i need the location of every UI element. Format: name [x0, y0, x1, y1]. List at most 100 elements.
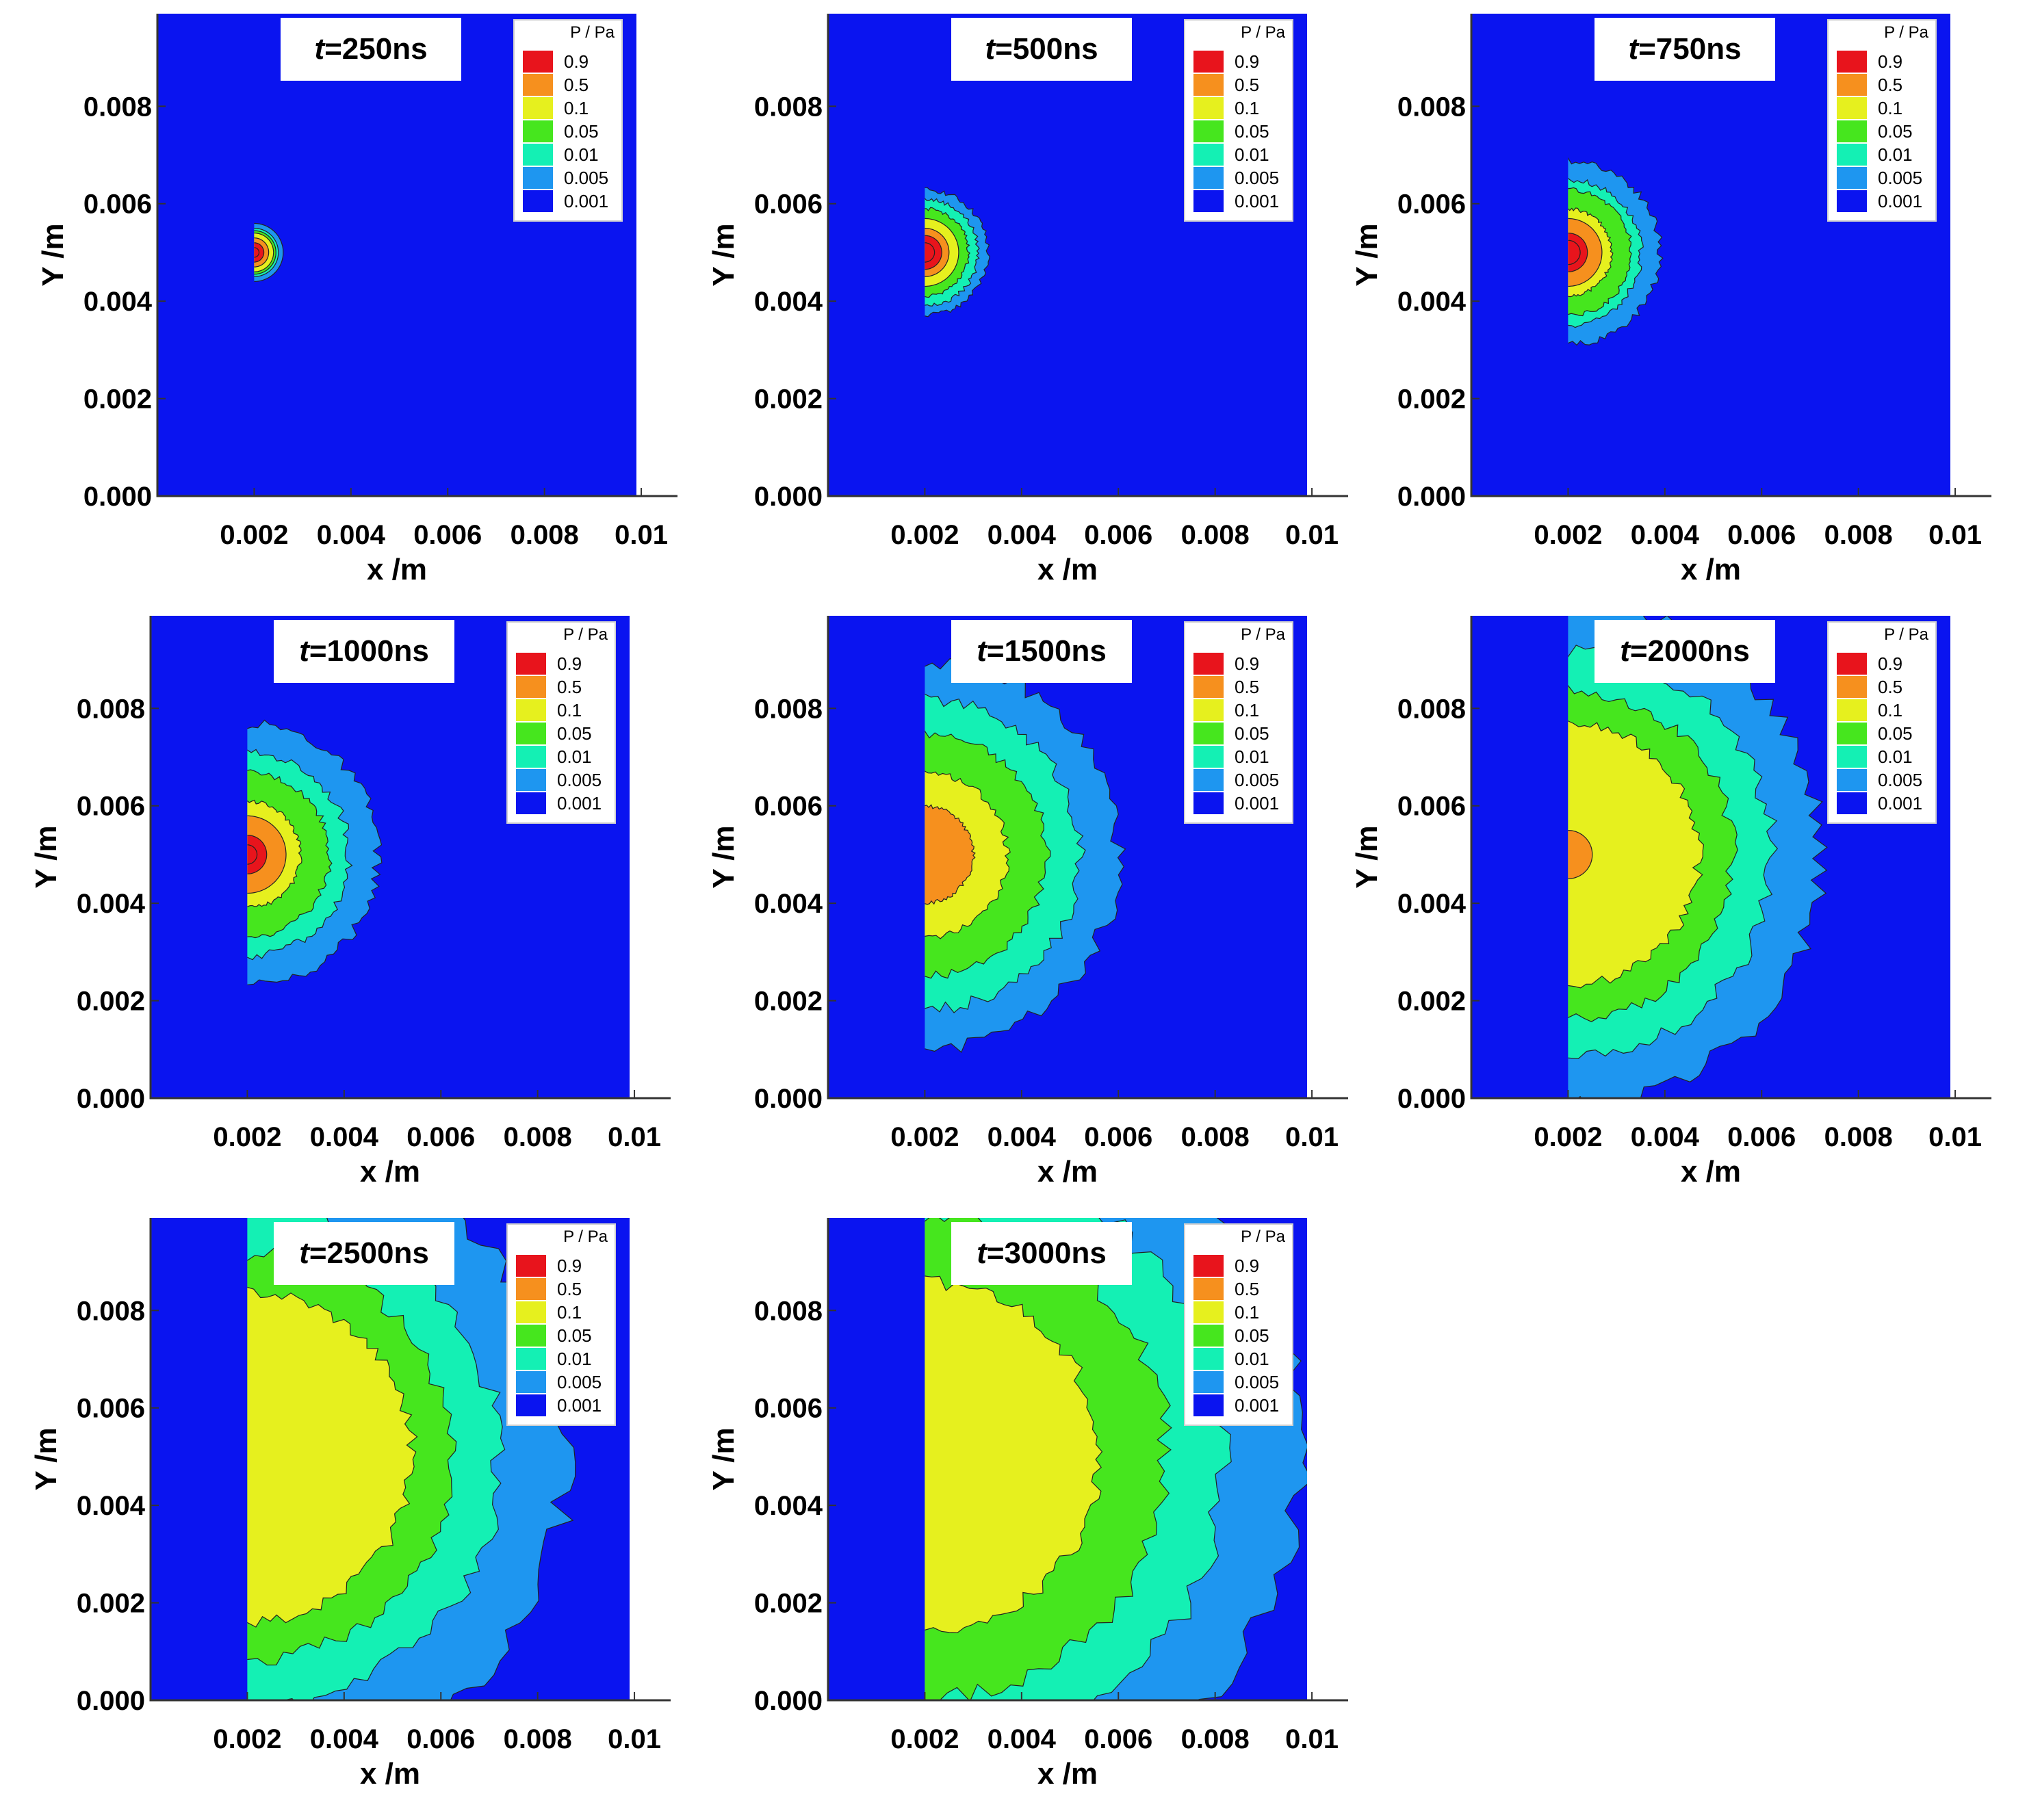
- legend-swatch: [516, 792, 546, 814]
- contour-plot: 0.002 0.004 0.006 0.008 0.01 0.000 0.002 0.004 0…: [1350, 14, 1991, 586]
- x-tick-label: 0.004: [317, 520, 386, 550]
- legend-swatch: [1193, 1325, 1224, 1347]
- legend-label: 0.01: [564, 144, 599, 165]
- x-tick-label: 0.004: [987, 1724, 1057, 1754]
- legend-swatch: [1837, 653, 1867, 675]
- x-tick-label: 0.008: [504, 1724, 572, 1754]
- legend-swatch: [1193, 120, 1224, 142]
- y-tick-label: 0.000: [77, 1084, 145, 1114]
- legend-swatch: [516, 1371, 546, 1393]
- legend-label: 0.5: [564, 75, 589, 95]
- legend-label: 0.1: [564, 98, 589, 118]
- y-tick-label: 0.008: [1397, 92, 1466, 122]
- contour-band-0_9: [925, 242, 935, 263]
- title-value: =2000ns: [1629, 634, 1750, 668]
- y-tick-label: 0.004: [77, 889, 146, 919]
- legend-swatch: [523, 97, 553, 119]
- color-legend: P / Pa 0.9 0.5 0.1 0.05 0.01 0.005 0.001: [506, 1223, 616, 1426]
- x-tick-label: 0.002: [1534, 1122, 1602, 1152]
- x-tick-label: 0.002: [890, 1724, 959, 1754]
- x-axis-label: x /m: [367, 553, 427, 586]
- legend-label: 0.1: [1235, 98, 1260, 118]
- x-tick-label: 0.01: [615, 520, 668, 550]
- legend-title: P / Pa: [1241, 1227, 1285, 1246]
- legend-label: 0.01: [557, 1349, 592, 1369]
- legend-swatch: [1193, 144, 1224, 166]
- y-tick-label: 0.006: [77, 1394, 145, 1424]
- legend-label: 0.9: [557, 1256, 582, 1276]
- y-tick-label: 0.004: [77, 1491, 146, 1521]
- legend-swatch: [1837, 723, 1867, 744]
- legend-label: 0.05: [1878, 723, 1913, 744]
- legend-swatch: [1837, 51, 1867, 73]
- x-tick-label: 0.004: [1631, 520, 1700, 550]
- legend-label: 0.005: [557, 1372, 602, 1392]
- pressure-contour-panel: 0.002 0.004 0.006 0.008 0.01 0.000 0.002 0.004 0…: [1341, 616, 2012, 1218]
- y-axis-label: Y /m: [707, 1427, 740, 1490]
- legend-label: 0.001: [1235, 793, 1280, 814]
- y-tick-label: 0.006: [754, 1394, 823, 1424]
- x-tick-label: 0.01: [1928, 1122, 1982, 1152]
- contour-band-0_1: [1568, 830, 1593, 879]
- y-tick-label: 0.002: [754, 987, 823, 1017]
- contour-band-0_9: [254, 247, 260, 258]
- color-legend: P / Pa 0.9 0.5 0.1 0.05 0.01 0.005 0.001: [1827, 19, 1937, 222]
- x-tick-label: 0.008: [511, 520, 579, 550]
- legend-swatch: [1837, 676, 1867, 698]
- legend-label: 0.5: [1878, 75, 1903, 95]
- y-tick-label: 0.004: [1397, 287, 1467, 317]
- legend-swatch: [1837, 167, 1867, 189]
- legend-label: 0.1: [1878, 700, 1903, 720]
- contour-band-0_1: [925, 804, 976, 905]
- legend-swatch: [523, 167, 553, 189]
- x-tick-label: 0.01: [608, 1724, 661, 1754]
- legend-label: 0.01: [1235, 746, 1269, 767]
- title-value: =1000ns: [309, 634, 429, 668]
- contour-band-0_9: [247, 844, 258, 865]
- x-tick-label: 0.002: [890, 520, 959, 550]
- y-tick-label: 0.004: [83, 287, 153, 317]
- y-tick-label: 0.006: [1397, 190, 1466, 220]
- legend-label: 0.005: [557, 770, 602, 790]
- legend-label: 0.9: [1235, 51, 1260, 72]
- legend-swatch: [1837, 97, 1867, 119]
- y-tick-label: 0.008: [754, 1296, 823, 1326]
- pressure-contour-panel: 0.002 0.004 0.006 0.008 0.01 0.000 0.002 0.004 0…: [27, 14, 698, 616]
- color-legend: P / Pa 0.9 0.5 0.1 0.05 0.01 0.005 0.001: [1184, 621, 1293, 824]
- title-variable: t: [977, 1236, 987, 1270]
- title-variable: t: [1620, 634, 1630, 668]
- title-variable: t: [977, 634, 987, 668]
- legend-label: 0.05: [557, 1325, 592, 1346]
- y-tick-label: 0.000: [83, 482, 152, 512]
- plot-title: t=500ns: [951, 18, 1132, 81]
- x-tick-label: 0.004: [310, 1122, 379, 1152]
- legend-label: 0.001: [1878, 793, 1923, 814]
- legend-swatch: [1193, 1301, 1224, 1323]
- title-variable: t: [314, 32, 325, 66]
- legend-label: 0.001: [557, 793, 602, 814]
- x-tick-label: 0.008: [504, 1122, 572, 1152]
- legend-label: 0.5: [1235, 75, 1260, 95]
- legend-label: 0.001: [564, 191, 609, 211]
- legend-swatch: [1193, 1278, 1224, 1300]
- plot-title: t=2000ns: [1595, 620, 1775, 683]
- legend-label: 0.1: [1235, 1302, 1260, 1323]
- legend-label: 0.01: [1235, 144, 1269, 165]
- legend-swatch: [1837, 746, 1867, 768]
- legend-label: 0.005: [1878, 168, 1923, 188]
- pressure-contour-panel: 0.002 0.004 0.006 0.008 0.01 0.000 0.002 0.004 0…: [698, 14, 1369, 616]
- x-tick-label: 0.002: [220, 520, 288, 550]
- x-tick-label: 0.004: [987, 520, 1057, 550]
- title-variable: t: [985, 32, 996, 66]
- contour-plot: 0.002 0.004 0.006 0.008 0.01 0.000 0.002 0.004 0…: [29, 1218, 671, 1791]
- y-axis-label: Y /m: [36, 223, 70, 286]
- color-legend: P / Pa 0.9 0.5 0.1 0.05 0.01 0.005 0.001: [1827, 621, 1937, 824]
- legend-title: P / Pa: [570, 23, 615, 42]
- y-tick-label: 0.002: [77, 1589, 145, 1619]
- x-tick-label: 0.002: [1534, 520, 1602, 550]
- contour-band-0_05: [1568, 720, 1705, 989]
- contour-plot: 0.002 0.004 0.006 0.008 0.01 0.000 0.002 0.004 0…: [1350, 616, 1991, 1188]
- legend-label: 0.1: [557, 1302, 582, 1323]
- x-tick-label: 0.008: [1181, 520, 1250, 550]
